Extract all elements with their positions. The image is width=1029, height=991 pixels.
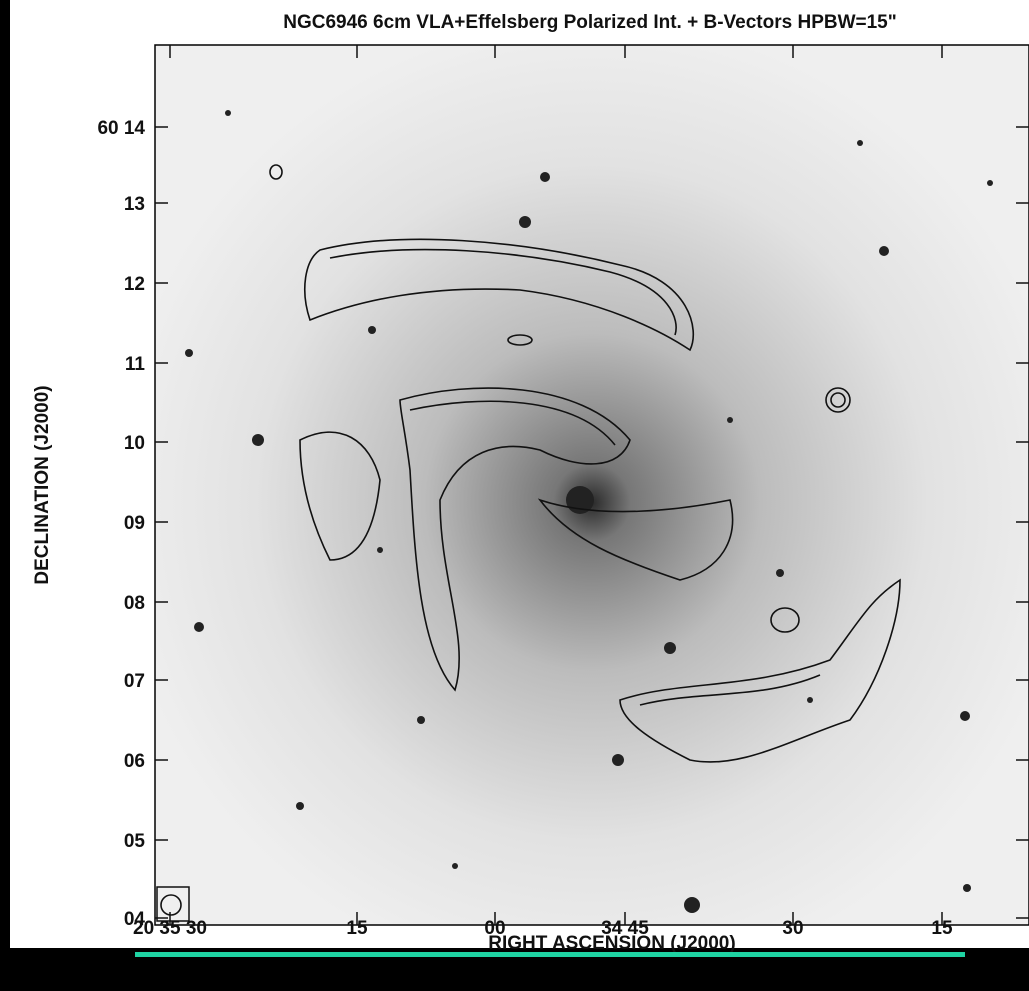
- y-axis-label: DECLINATION (J2000): [32, 385, 53, 584]
- figure: NGC6946 6cm VLA+Effelsberg Polarized Int…: [0, 0, 1029, 986]
- y-tick-label: 07: [124, 671, 145, 692]
- title: NGC6946 6cm VLA+Effelsberg Polarized Int…: [283, 12, 897, 33]
- sky-image: [155, 45, 1029, 925]
- y-tick-label: 09: [124, 513, 145, 534]
- y-tick-label: 60 14: [97, 118, 145, 139]
- y-tick-label: 13: [124, 194, 145, 215]
- y-tick-label: 10: [124, 433, 145, 454]
- y-tick-label: 12: [124, 274, 145, 295]
- underline: [135, 952, 965, 957]
- y-tick-label: 11: [125, 354, 146, 375]
- y-tick-label: 08: [124, 593, 145, 614]
- y-tick-label: 05: [124, 831, 146, 852]
- y-tick-label: 06: [124, 751, 145, 772]
